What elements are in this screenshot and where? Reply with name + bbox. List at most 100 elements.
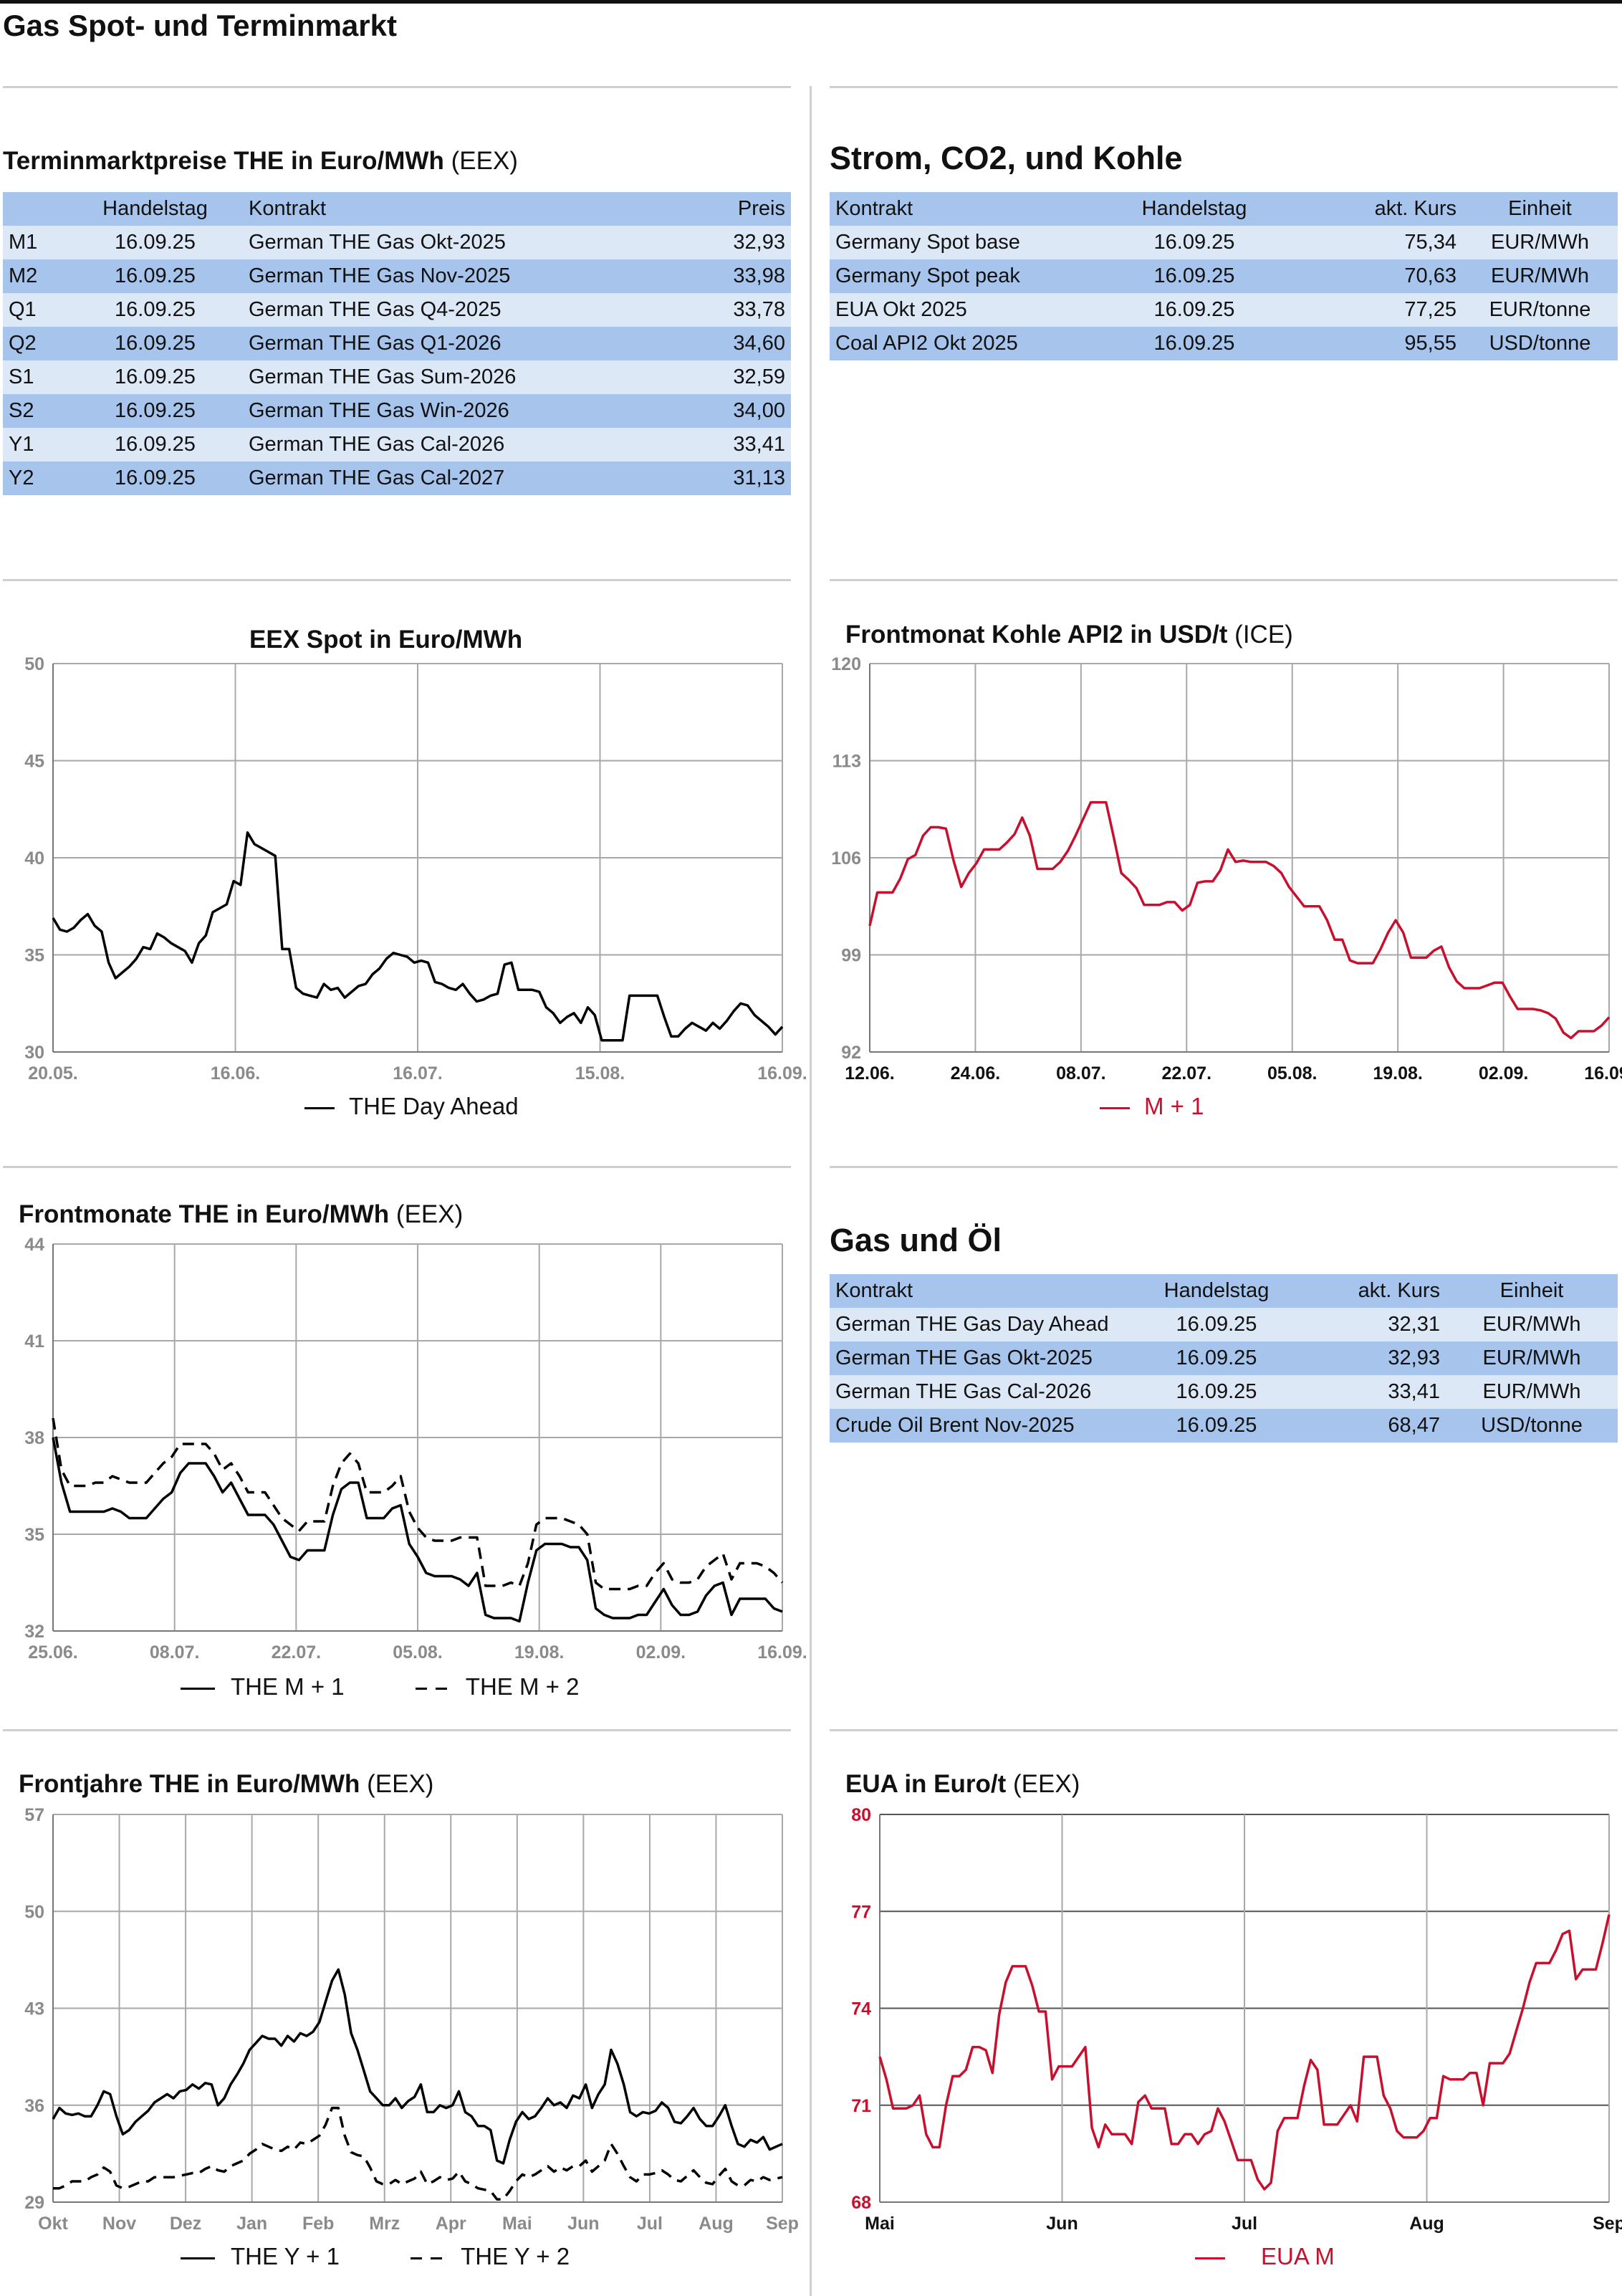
table-cell: EUR/MWh <box>1462 226 1618 259</box>
table-cell: 16.09.25 <box>67 360 243 394</box>
x-tick-label: Dez <box>170 2214 201 2234</box>
strom-table-title: Strom, CO2, und Kohle <box>830 140 1183 176</box>
table-cell: Y2 <box>3 461 67 495</box>
x-tick-label: Jun <box>1046 2214 1078 2234</box>
frontmonate-legend-swatch-1 <box>181 1687 215 1690</box>
frontjahre-chart-title-source: (EEX) <box>367 1770 434 1798</box>
table-row: Y2 16.09.25 German THE Gas Cal-2027 31,13 <box>3 461 791 495</box>
table-header-cell: Kontrakt <box>830 192 1102 226</box>
table-row: Germany Spot base 16.09.25 75,34 EUR/MWh <box>830 226 1618 259</box>
series-line-1 <box>52 831 784 1042</box>
eua-chart-title: EUA in Euro/t (EEX) <box>845 1770 1080 1799</box>
x-tick-label: Mrz <box>369 2214 400 2234</box>
table-cell: German THE Gas Q4-2025 <box>243 293 640 327</box>
table-row: Crude Oil Brent Nov-2025 16.09.25 68,47 USD… <box>830 1409 1618 1443</box>
table-cell: German THE Gas Cal-2026 <box>830 1375 1148 1409</box>
table-cell: EUA Okt 2025 <box>830 293 1102 327</box>
table-row: German THE Gas Okt-2025 16.09.25 32,93 EUR/… <box>830 1341 1618 1375</box>
frontjahre-legend-label-2: THE Y + 2 <box>461 2243 570 2269</box>
table-cell: EUR/tonne <box>1462 293 1618 327</box>
table-cell: German THE Gas Cal-2026 <box>243 428 640 461</box>
x-tick-label: Feb <box>302 2214 334 2234</box>
table-header-cell: Handelstag <box>1148 1274 1285 1308</box>
table-cell: 68,47 <box>1285 1409 1446 1443</box>
frontmonate-legend-label-2: THE M + 2 <box>465 1673 580 1700</box>
series-line-1 <box>878 1914 1611 2191</box>
table-row: M2 16.09.25 German THE Gas Nov-2025 33,98 <box>3 259 791 293</box>
table-cell: 16.09.25 <box>67 259 243 293</box>
y-tick-label: 92 <box>841 1043 861 1063</box>
x-tick-label: 16.06. <box>211 1063 261 1084</box>
x-tick-label: 19.08. <box>1373 1063 1423 1084</box>
table-cell: Q1 <box>3 293 67 327</box>
y-tick-label: 80 <box>851 1805 871 1825</box>
gas-oel-table-title: Gas und Öl <box>830 1222 1002 1258</box>
y-tick-label: 44 <box>24 1235 44 1255</box>
x-tick-label: 25.06. <box>28 1642 78 1663</box>
table-cell: M1 <box>3 226 67 259</box>
x-tick-label: 22.07. <box>272 1642 322 1663</box>
kohle-chart-title-main: Frontmonat Kohle API2 in USD/t <box>845 621 1228 649</box>
x-tick-label: 16.09. <box>757 1063 807 1084</box>
x-tick-label: Mai <box>865 2214 895 2234</box>
table-cell: 33,78 <box>640 293 791 327</box>
y-tick-label: 41 <box>24 1331 44 1352</box>
frontjahre-chart-title: Frontjahre THE in Euro/MWh (EEX) <box>19 1770 433 1799</box>
table-cell: German THE Gas Okt-2025 <box>830 1341 1148 1375</box>
x-tick-label: Jul <box>637 2214 663 2234</box>
frontmonate-legend-swatch-2 <box>415 1687 450 1690</box>
page-title: Gas Spot- und Terminmarkt <box>3 9 397 42</box>
x-tick-label: Apr <box>436 2214 466 2234</box>
x-tick-label: 16.09. <box>1584 1063 1622 1084</box>
y-tick-label: 71 <box>851 2096 871 2116</box>
table-cell: USD/tonne <box>1446 1409 1618 1443</box>
frontmonate-chart-title-source: (EEX) <box>395 1200 464 1228</box>
x-tick-label: Jun <box>567 2214 599 2234</box>
table-cell: 34,00 <box>640 394 791 428</box>
the-table-title: Terminmarktpreise THE in Euro/MWh (EEX) <box>3 147 518 176</box>
y-tick-label: 35 <box>24 1525 44 1545</box>
divider <box>830 1166 1618 1168</box>
x-tick-label: 02.09. <box>636 1642 686 1663</box>
table-row: German THE Gas Cal-2026 16.09.25 33,41 EUR/… <box>830 1375 1618 1409</box>
table-cell: 16.09.25 <box>1102 259 1287 293</box>
spot-chart-title-main: EEX Spot in Euro/MWh <box>249 626 523 654</box>
table-cell: USD/tonne <box>1462 327 1618 360</box>
frontmonate-chart-title: Frontmonate THE in Euro/MWh (EEX) <box>19 1200 463 1229</box>
y-tick-label: 32 <box>24 1622 44 1642</box>
frontjahre-legend-label-1: THE Y + 1 <box>231 2243 340 2269</box>
table-cell: 32,31 <box>1285 1308 1446 1341</box>
x-tick-label: Jan <box>236 2214 267 2234</box>
top-rule <box>0 0 1622 4</box>
table-header-cell: Kontrakt <box>243 192 640 226</box>
table-cell: Germany Spot peak <box>830 259 1102 293</box>
divider <box>3 86 791 88</box>
table-header-row: Kontrakt Handelstag akt. Kurs Einheit <box>830 192 1618 226</box>
table-header-row: Kontrakt Handelstag akt. Kurs Einheit <box>830 1274 1618 1308</box>
table-header-cell: akt. Kurs <box>1285 1274 1446 1308</box>
table-header-cell: akt. Kurs <box>1287 192 1462 226</box>
kohle-legend-label: M + 1 <box>1144 1093 1204 1119</box>
x-tick-label: 20.05. <box>28 1063 78 1084</box>
x-tick-label: 08.07. <box>150 1642 200 1663</box>
table-row: S1 16.09.25 German THE Gas Sum-2026 32,59 <box>3 360 791 394</box>
x-tick-label: Jul <box>1232 2214 1257 2234</box>
series-line-1 <box>52 1968 783 2165</box>
frontjahre-legend-swatch-1 <box>181 2257 215 2259</box>
table-cell: EUR/MWh <box>1446 1308 1618 1341</box>
table-cell: 32,59 <box>640 360 791 394</box>
series-line-2 <box>53 2106 783 2201</box>
frontjahre-legend-swatch-2 <box>411 2257 446 2259</box>
table-row: Coal API2 Okt 2025 16.09.25 95,55 USD/tonne <box>830 327 1618 360</box>
table-cell: 16.09.25 <box>1148 1308 1285 1341</box>
table-cell: Coal API2 Okt 2025 <box>830 327 1102 360</box>
table-cell: 16.09.25 <box>67 461 243 495</box>
y-tick-label: 43 <box>24 1999 44 2019</box>
table-row: Q2 16.09.25 German THE Gas Q1-2026 34,60 <box>3 327 791 360</box>
table-cell: M2 <box>3 259 67 293</box>
table-cell: EUR/MWh <box>1446 1341 1618 1375</box>
table-header-cell <box>3 192 67 226</box>
table-cell: Germany Spot base <box>830 226 1102 259</box>
x-tick-label: 16.07. <box>393 1063 443 1084</box>
table-cell: German THE Gas Okt-2025 <box>243 226 640 259</box>
